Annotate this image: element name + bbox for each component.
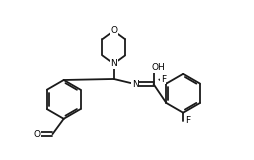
- Text: N: N: [132, 80, 138, 89]
- Text: N: N: [110, 59, 117, 68]
- Text: O: O: [110, 27, 117, 36]
- Text: OH: OH: [152, 63, 166, 72]
- Text: F: F: [161, 75, 166, 84]
- Text: O: O: [34, 130, 41, 139]
- Text: F: F: [185, 116, 190, 125]
